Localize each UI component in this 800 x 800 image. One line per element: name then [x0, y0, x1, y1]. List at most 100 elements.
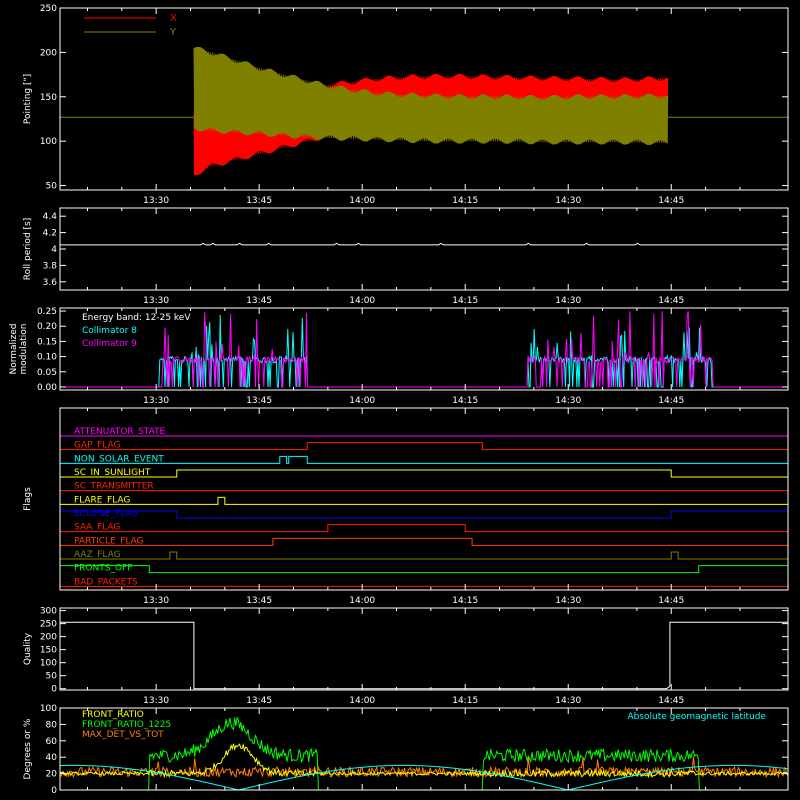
- plot-frame-2: [59, 307, 789, 391]
- y-axis-label-3: Flags: [23, 487, 33, 511]
- x-tick-label: 14:15: [452, 396, 478, 406]
- x-tick-label: 13:30: [143, 196, 169, 206]
- flag-label-aaz_flag: AAZ_FLAG: [74, 550, 121, 560]
- flags-panel: ATTENUATOR_STATE GAP_FLAG NON_SOLAR_EVENT S…: [23, 407, 789, 606]
- flag-line-particle_flag: [60, 537, 788, 546]
- flag-line-aaz_flag: [60, 551, 788, 560]
- flag-line-fronts_off: [59, 565, 789, 574]
- y-tick-label: 300: [40, 607, 57, 617]
- legend-label-collimator-8: Collimator 8: [82, 326, 137, 336]
- flag-line-gap_flag: [60, 442, 788, 451]
- series-y-envelope: [193, 46, 668, 146]
- y-tick-label: 4.2: [43, 229, 57, 239]
- y-axis-label-1: Roll period [s]: [23, 218, 33, 280]
- x-tick-label: 13:30: [143, 696, 169, 706]
- x-tick-label: 14:45: [658, 296, 684, 306]
- flag-label-sc_in_sunlight: SC_IN_SUNLIGHT: [74, 468, 151, 478]
- legend-label-max-det-vs-tot: MAX_DET_VS_TOT: [82, 730, 164, 740]
- x-tick-label: 14:00: [349, 296, 375, 306]
- roll-period-line: [60, 242, 788, 246]
- y-tick-label: 250: [40, 4, 57, 14]
- x-tick-label: 13:45: [246, 596, 272, 606]
- y-tick-label: 0.00: [37, 383, 57, 393]
- y-axis-label-2: Normalized: [9, 323, 19, 374]
- x-tick-label: 14:15: [452, 296, 478, 306]
- y-tick-label: 200: [40, 48, 57, 58]
- legend-label-front-ratio: FRONT_RATIO: [82, 710, 144, 720]
- x-tick-label: 14:45: [658, 696, 684, 706]
- x-tick-label: 14:15: [452, 596, 478, 606]
- x-tick-label: 14:30: [555, 196, 581, 206]
- x-tick-label: 14:30: [555, 596, 581, 606]
- x-tick-label: 14:30: [555, 296, 581, 306]
- y-tick-label: 0.15: [37, 337, 57, 347]
- y-tick-label: 80: [46, 720, 58, 730]
- flag-label-non_solar_event: NON_SOLAR_EVENT: [74, 454, 164, 464]
- quality-line: [60, 621, 788, 690]
- x-tick-label: 14:00: [349, 596, 375, 606]
- flag-line-saa_flag: [60, 524, 788, 533]
- flag-line-eclipse_flag: [59, 510, 789, 519]
- x-tick-label: 14:30: [555, 396, 581, 406]
- flag-label-eclipse_flag: ECLIPSE_FLAG: [74, 509, 138, 519]
- x-tick-label: 14:00: [349, 396, 375, 406]
- y-tick-label: 20: [46, 770, 58, 780]
- y-axis-label-2: modulation: [19, 324, 29, 375]
- roll-period-panel: 13:30 13:45 14:00 14:15 14:30 14:45 3.6 3.8 4 4.2…: [23, 207, 789, 306]
- x-tick-label: 14:00: [349, 696, 375, 706]
- x-tick-label: 13:30: [143, 396, 169, 406]
- x-tick-label: 14:45: [658, 196, 684, 206]
- y-tick-label: 0.25: [37, 307, 57, 317]
- flag-label-flare_flag: FLARE_FLAG: [74, 495, 130, 505]
- flag-line-flare_flag: [60, 496, 788, 505]
- plot-frame-3: [59, 407, 789, 591]
- max-det-vs-tot-line: [59, 756, 789, 779]
- x-tick-label: 13:30: [143, 596, 169, 606]
- y-tick-label: 100: [40, 137, 57, 147]
- y-axis-label-5: Degrees or %: [23, 718, 33, 779]
- y-tick-label: 60: [46, 737, 58, 747]
- ratio-panel: FRONT_RATIOFRONT_RATIO_1225MAX_DET_VS_TO…: [23, 704, 789, 796]
- modulation-panel: Energy band: 12-25 keV Collimator 8 Collim…: [9, 307, 789, 406]
- legend-label-collimator-9: Collimator 9: [82, 339, 137, 349]
- y-axis-label-0: Pointing ["]: [23, 74, 33, 124]
- plot-frame-4: [59, 607, 789, 691]
- y-tick-label: 250: [40, 620, 57, 630]
- quality-panel: 13:30 13:45 14:00 14:15 14:30 14:45 0 50 100 150 2…: [23, 607, 789, 706]
- x-tick-label: 13:45: [246, 196, 272, 206]
- flag-label-attenuator_state: ATTENUATOR_STATE: [74, 427, 166, 437]
- y-tick-label: 150: [40, 646, 57, 656]
- flag-label-sc_transmitter: SC_TRANSMITTER: [74, 482, 154, 492]
- x-tick-label: 14:15: [452, 696, 478, 706]
- y-axis-label-4: Quality: [23, 632, 33, 665]
- y-tick-label: 0.20: [37, 322, 57, 332]
- legend-label-x: X: [170, 13, 177, 24]
- y-tick-label: 150: [40, 93, 57, 103]
- energy-band-annotation: Energy band: 12-25 keV: [82, 313, 191, 323]
- y-tick-label: 4.4: [43, 212, 58, 222]
- y-tick-label: 200: [40, 633, 57, 643]
- legend-label-front-ratio-1225: FRONT_RATIO_1225: [82, 720, 171, 730]
- x-tick-label: 14:15: [452, 196, 478, 206]
- pointing-panel: XY 13:30 13:45 14:00 14:15 14:30 14:45 50 100 150…: [23, 4, 789, 206]
- front-ratio-line: [59, 742, 789, 779]
- y-tick-label: 100: [40, 659, 57, 669]
- y-tick-label: 3.8: [43, 261, 58, 271]
- flag-label-bad_packets: BAD_PACKETS: [74, 577, 138, 587]
- x-tick-label: 13:45: [246, 696, 272, 706]
- y-tick-label: 0: [51, 685, 57, 695]
- x-tick-label: 13:45: [246, 296, 272, 306]
- collimator-9-line: [60, 311, 788, 388]
- y-tick-label: 40: [46, 753, 58, 763]
- flag-label-gap_flag: GAP_FLAG: [74, 441, 120, 451]
- x-tick-label: 14:45: [658, 396, 684, 406]
- x-tick-label: 14:30: [555, 696, 581, 706]
- legend-label-y: Y: [169, 27, 177, 38]
- y-tick-label: 0.05: [37, 368, 57, 378]
- x-tick-label: 14:45: [658, 596, 684, 606]
- y-tick-label: 3.6: [43, 278, 58, 288]
- x-tick-label: 14:00: [349, 196, 375, 206]
- geomagnetic-latitude-line: [59, 764, 789, 791]
- y-tick-label: 0: [51, 786, 57, 796]
